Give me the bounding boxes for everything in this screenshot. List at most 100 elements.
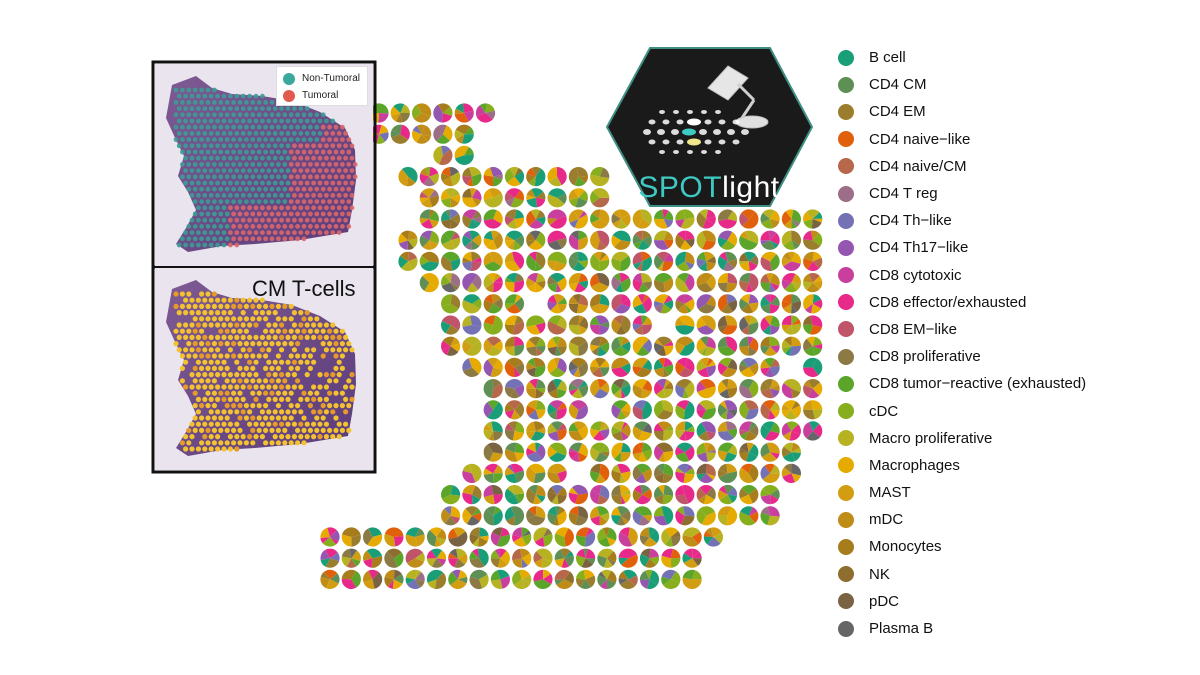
cm-tcell-spot bbox=[250, 353, 256, 359]
cm-tcell-spot bbox=[224, 328, 230, 334]
cm-tcell-spot bbox=[234, 396, 240, 402]
pie-slice bbox=[547, 320, 566, 335]
pie-slice bbox=[676, 336, 694, 347]
tumor-spot bbox=[301, 124, 307, 130]
tumor-spot bbox=[304, 118, 310, 124]
pie-slice bbox=[706, 295, 716, 307]
tumor-spot bbox=[192, 162, 198, 167]
cm-tcell-spot bbox=[202, 310, 208, 316]
pie-slice bbox=[684, 381, 695, 398]
pie-slice bbox=[493, 465, 503, 474]
pie-slice bbox=[632, 452, 643, 461]
pie-slice bbox=[433, 145, 443, 165]
cm-tcell-spot bbox=[215, 322, 221, 328]
legend-swatch bbox=[838, 185, 854, 202]
pie-slice bbox=[599, 421, 607, 431]
pie-slice bbox=[533, 551, 543, 563]
pie-slice bbox=[521, 533, 532, 546]
pie-slice bbox=[663, 379, 671, 389]
cm-tcell-spot bbox=[256, 353, 262, 359]
pie-slice bbox=[806, 431, 821, 441]
cm-tcell-spot bbox=[202, 372, 208, 378]
cm-tcell-spot bbox=[333, 378, 339, 384]
pie-slice bbox=[645, 569, 653, 580]
tumor-spot bbox=[218, 149, 224, 155]
pie-slice bbox=[812, 382, 823, 396]
pie-slice bbox=[727, 259, 738, 269]
pie-slice bbox=[653, 486, 664, 498]
pie-slice bbox=[633, 261, 643, 270]
pie-slice bbox=[770, 494, 779, 505]
pie-slice bbox=[784, 325, 794, 335]
inset-legend-item: Tumoral bbox=[283, 87, 367, 104]
tumor-spot bbox=[298, 168, 304, 174]
cm-tcell-spot bbox=[343, 334, 349, 340]
pie-slice bbox=[590, 358, 600, 368]
tumor-spot bbox=[324, 168, 329, 174]
tumor-spot bbox=[173, 137, 179, 143]
pie-slice bbox=[611, 514, 621, 525]
tumor-spot bbox=[324, 143, 329, 149]
pie-slice bbox=[576, 166, 588, 177]
tumor-spot bbox=[298, 217, 304, 223]
cm-tcell-spot bbox=[205, 415, 211, 421]
pie-slice bbox=[547, 301, 558, 311]
pie-spot bbox=[483, 315, 503, 335]
legend-item: Plasma B bbox=[838, 615, 1168, 642]
cm-tcell-spot bbox=[183, 310, 189, 316]
pie-slice bbox=[682, 527, 701, 537]
pie-spot bbox=[760, 251, 780, 271]
pie-slice bbox=[679, 341, 695, 356]
pie-slice bbox=[429, 167, 439, 177]
cm-tcell-spot bbox=[186, 353, 192, 359]
pie-slice bbox=[507, 464, 515, 474]
cm-tcell-spot bbox=[279, 384, 285, 390]
cm-tcell-spot bbox=[192, 303, 198, 309]
pie-slice bbox=[638, 431, 652, 441]
cm-tcell-spot bbox=[202, 359, 208, 365]
pie-slice bbox=[449, 167, 459, 177]
pie-slice bbox=[450, 258, 461, 271]
pie-spot bbox=[632, 484, 652, 505]
pie-spot bbox=[441, 336, 461, 356]
tumor-spot bbox=[189, 193, 195, 198]
cm-tcell-spot bbox=[189, 384, 195, 390]
pie-slice bbox=[378, 113, 389, 123]
tumor-spot bbox=[343, 155, 348, 161]
pie-slice bbox=[748, 316, 758, 325]
pie-spot bbox=[483, 442, 503, 462]
logo-dot bbox=[732, 119, 740, 125]
pie-slice bbox=[431, 548, 443, 559]
pie-spot bbox=[490, 569, 510, 589]
pie-slice bbox=[330, 537, 339, 545]
pie-slice bbox=[653, 400, 664, 418]
pie-slice bbox=[510, 409, 521, 420]
pie-slice bbox=[791, 447, 802, 453]
pie-slice bbox=[612, 421, 625, 431]
cm-tcell-spot bbox=[195, 322, 201, 328]
cm-tcell-spot bbox=[195, 310, 201, 316]
tumor-spot bbox=[247, 217, 253, 223]
pie-spot bbox=[675, 315, 695, 335]
pie-spot bbox=[526, 209, 546, 229]
cm-tcell-spot bbox=[215, 396, 221, 402]
cm-tcell-spot bbox=[336, 372, 342, 378]
pie-slice bbox=[568, 383, 579, 391]
pie-slice bbox=[706, 473, 716, 480]
pie-slice bbox=[727, 444, 738, 456]
pie-slice bbox=[596, 506, 609, 516]
pie-slice bbox=[781, 422, 792, 436]
pie-slice bbox=[621, 510, 631, 522]
pie-slice bbox=[548, 409, 558, 420]
pie-slice bbox=[642, 336, 649, 347]
cm-tcell-spot bbox=[327, 378, 333, 384]
pie-slice bbox=[512, 321, 525, 335]
pie-slice bbox=[661, 400, 674, 413]
tumor-spot bbox=[282, 149, 288, 155]
pie-slice bbox=[493, 431, 503, 441]
pie-slice bbox=[803, 380, 813, 389]
pie-spot bbox=[760, 442, 780, 462]
pie-spot bbox=[717, 336, 738, 356]
inset-legend-label: Non-Tumoral bbox=[302, 73, 360, 84]
tumor-spot bbox=[192, 87, 198, 93]
